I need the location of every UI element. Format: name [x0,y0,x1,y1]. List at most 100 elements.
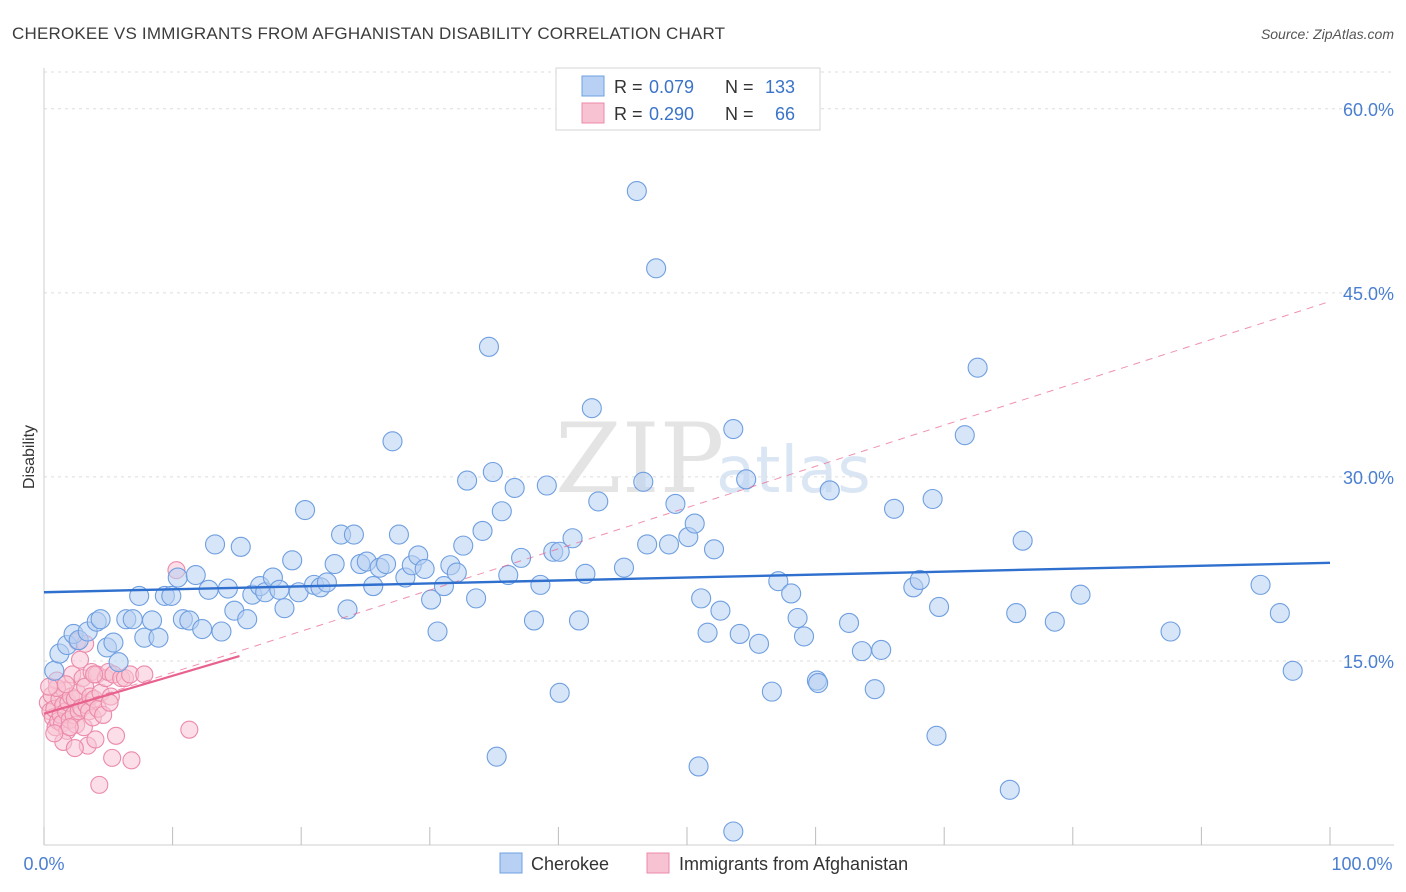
point-cherokee-68 [482,461,503,483]
point-cherokee-46 [343,524,364,545]
point-cherokee-128 [926,725,947,746]
point-cherokee-29 [230,536,251,557]
point-cherokee-98 [736,469,757,490]
point-cherokee-64 [457,470,478,491]
point-cherokee-120 [1044,611,1065,632]
point-cherokee-73 [523,610,545,631]
point-cherokee-99 [748,633,770,654]
point-cherokee-124 [1269,603,1290,624]
legend-bottom-swatch-afghanistan [646,852,670,874]
legend-bottom: Cherokee Immigrants from Afghanistan [499,852,908,874]
point-cherokee-52 [382,431,403,452]
chart-title: CHEROKEE VS IMMIGRANTS FROM AFGHANISTAN … [12,24,725,43]
point-cherokee-82 [588,491,609,512]
point-afghanistan-54 [135,665,154,684]
point-cherokee-97 [729,623,750,645]
point-cherokee-94 [703,539,725,560]
point-cherokee-116 [954,425,975,446]
point-cherokee-103 [787,607,808,629]
point-cherokee-117 [967,357,988,378]
legend-r-value-cherokee: 0.079 [649,77,694,97]
point-cherokee-106 [819,480,840,501]
point-cherokee-92 [691,588,712,609]
legend-swatch-afghanistan [581,102,605,124]
point-cherokee-19 [167,567,188,588]
trend-lines [43,300,1331,715]
series-afghanistan-points [38,561,199,794]
point-cherokee-49 [363,576,384,597]
point-cherokee-123 [1250,574,1271,595]
point-cherokee-7 [90,609,111,630]
series-cherokee-points [44,180,1303,842]
point-cherokee-16 [148,627,169,648]
legend-bottom-label-cherokee: Cherokee [531,854,609,874]
point-cherokee-108 [851,641,872,662]
point-cherokee-12 [122,609,143,630]
point-cherokee-95 [710,600,731,621]
point-cherokee-119 [1012,530,1033,551]
point-cherokee-131 [549,682,570,703]
point-cherokee-114 [922,488,943,510]
point-cherokee-132 [808,672,829,694]
point-cherokee-60 [433,576,454,597]
point-cherokee-53 [388,524,409,545]
point-cherokee-43 [324,553,345,575]
point-cherokee-67 [478,336,500,357]
point-afghanistan-53 [122,751,141,770]
point-cherokee-26 [211,621,232,642]
point-cherokee-107 [838,612,860,633]
point-cherokee-15 [141,610,163,631]
point-cherokee-59 [427,621,448,642]
point-cherokee-93 [697,622,718,643]
point-afghanistan-46 [106,726,126,745]
legend-r-label-cherokee: R = [614,77,643,97]
point-afghanistan-36 [86,730,105,749]
point-cherokee-63 [453,535,474,556]
point-cherokee-36 [274,598,295,619]
point-cherokee-100 [761,681,782,702]
point-afghanistan-63 [65,739,84,758]
point-cherokee-87 [646,258,667,279]
y-axis-label: Disability [21,425,38,489]
point-cherokee-51 [376,553,397,575]
point-cherokee-121 [1070,584,1091,605]
point-cherokee-91 [684,513,705,534]
point-cherokee-70 [498,565,519,586]
trend-afghanistan-solid [43,654,240,715]
point-cherokee-89 [665,493,686,514]
legend-n-value-cherokee: 133 [765,77,795,97]
point-cherokee-104 [793,626,815,647]
point-afghanistan-62 [56,675,75,694]
y-tick-label-30: 30.0% [1343,468,1394,488]
point-cherokee-126 [486,746,507,767]
point-cherokee-62 [446,562,467,583]
x-tick-label-min: 0.0% [23,854,64,874]
y-tick-labels: 15.0% 30.0% 45.0% 60.0% [1343,100,1394,672]
point-cherokee-22 [185,565,206,586]
point-cherokee-30 [237,609,258,630]
point-cherokee-35 [269,579,290,600]
chart-source: Source: ZipAtlas.com [1261,26,1394,42]
point-cherokee-115 [929,596,950,618]
point-cherokee-84 [626,180,647,202]
point-cherokee-42 [316,572,337,593]
watermark-atlas: atlas [716,434,871,508]
point-cherokee-81 [581,398,602,419]
legend-bottom-label-afghanistan: Immigrants from Afghanistan [679,854,908,874]
point-cherokee-75 [536,475,557,496]
point-cherokee-18 [161,585,182,606]
point-cherokee-57 [414,558,435,579]
point-cherokee-45 [337,599,358,620]
point-cherokee-122 [1160,621,1181,642]
point-afghanistan-39 [90,775,109,794]
point-cherokee-69 [491,501,512,522]
point-cherokee-74 [530,574,551,595]
point-cherokee-118 [1006,603,1027,624]
point-cherokee-39 [295,499,316,521]
point-cherokee-102 [781,583,802,604]
point-cherokee-85 [633,471,654,492]
point-cherokee-88 [658,534,680,555]
point-cherokee-129 [999,779,1020,800]
point-cherokee-83 [613,557,635,578]
